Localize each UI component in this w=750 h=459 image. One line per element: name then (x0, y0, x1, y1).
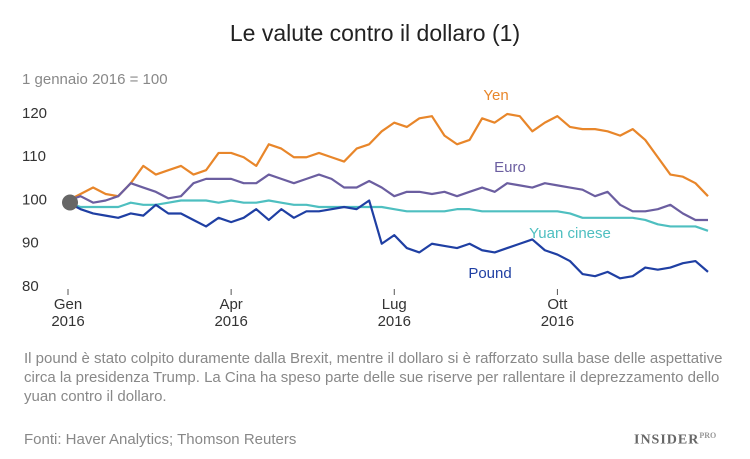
series-label: Pound (468, 265, 511, 282)
brand-suffix: PRO (699, 431, 717, 440)
series-label: Yen (483, 87, 508, 104)
subtitle: 1 gennaio 2016 = 100 (22, 71, 168, 88)
series-label: Euro (494, 159, 526, 176)
note: Il pound è stato colpito duramente dalla… (24, 350, 723, 405)
brand-logo: INSIDERPRO (634, 431, 716, 449)
series-line (67, 199, 709, 280)
y-tick-label: 120 (22, 105, 47, 122)
y-tick-label: 110 (22, 148, 46, 165)
y-tick-label: 100 (22, 191, 47, 208)
source: Fonti: Haver Analytics; Thomson Reuters (24, 431, 297, 448)
x-tick-label: Lug 2016 (377, 296, 411, 330)
series-line (67, 173, 708, 222)
x-tick-label: Apr 2016 (214, 296, 248, 330)
series-label: Yuan cinese (529, 225, 611, 242)
x-tick-label: Gen 2016 (51, 296, 85, 330)
base-marker (62, 194, 78, 211)
y-tick-label: 90 (22, 235, 39, 252)
y-tick-label: 80 (22, 278, 39, 295)
series-line (67, 112, 709, 202)
brand: INSIDER (634, 432, 700, 448)
x-tick-label: Ott 2016 (540, 296, 575, 330)
series-line (67, 199, 709, 232)
chart-title: Le valute contro il dollaro (1) (229, 20, 521, 46)
